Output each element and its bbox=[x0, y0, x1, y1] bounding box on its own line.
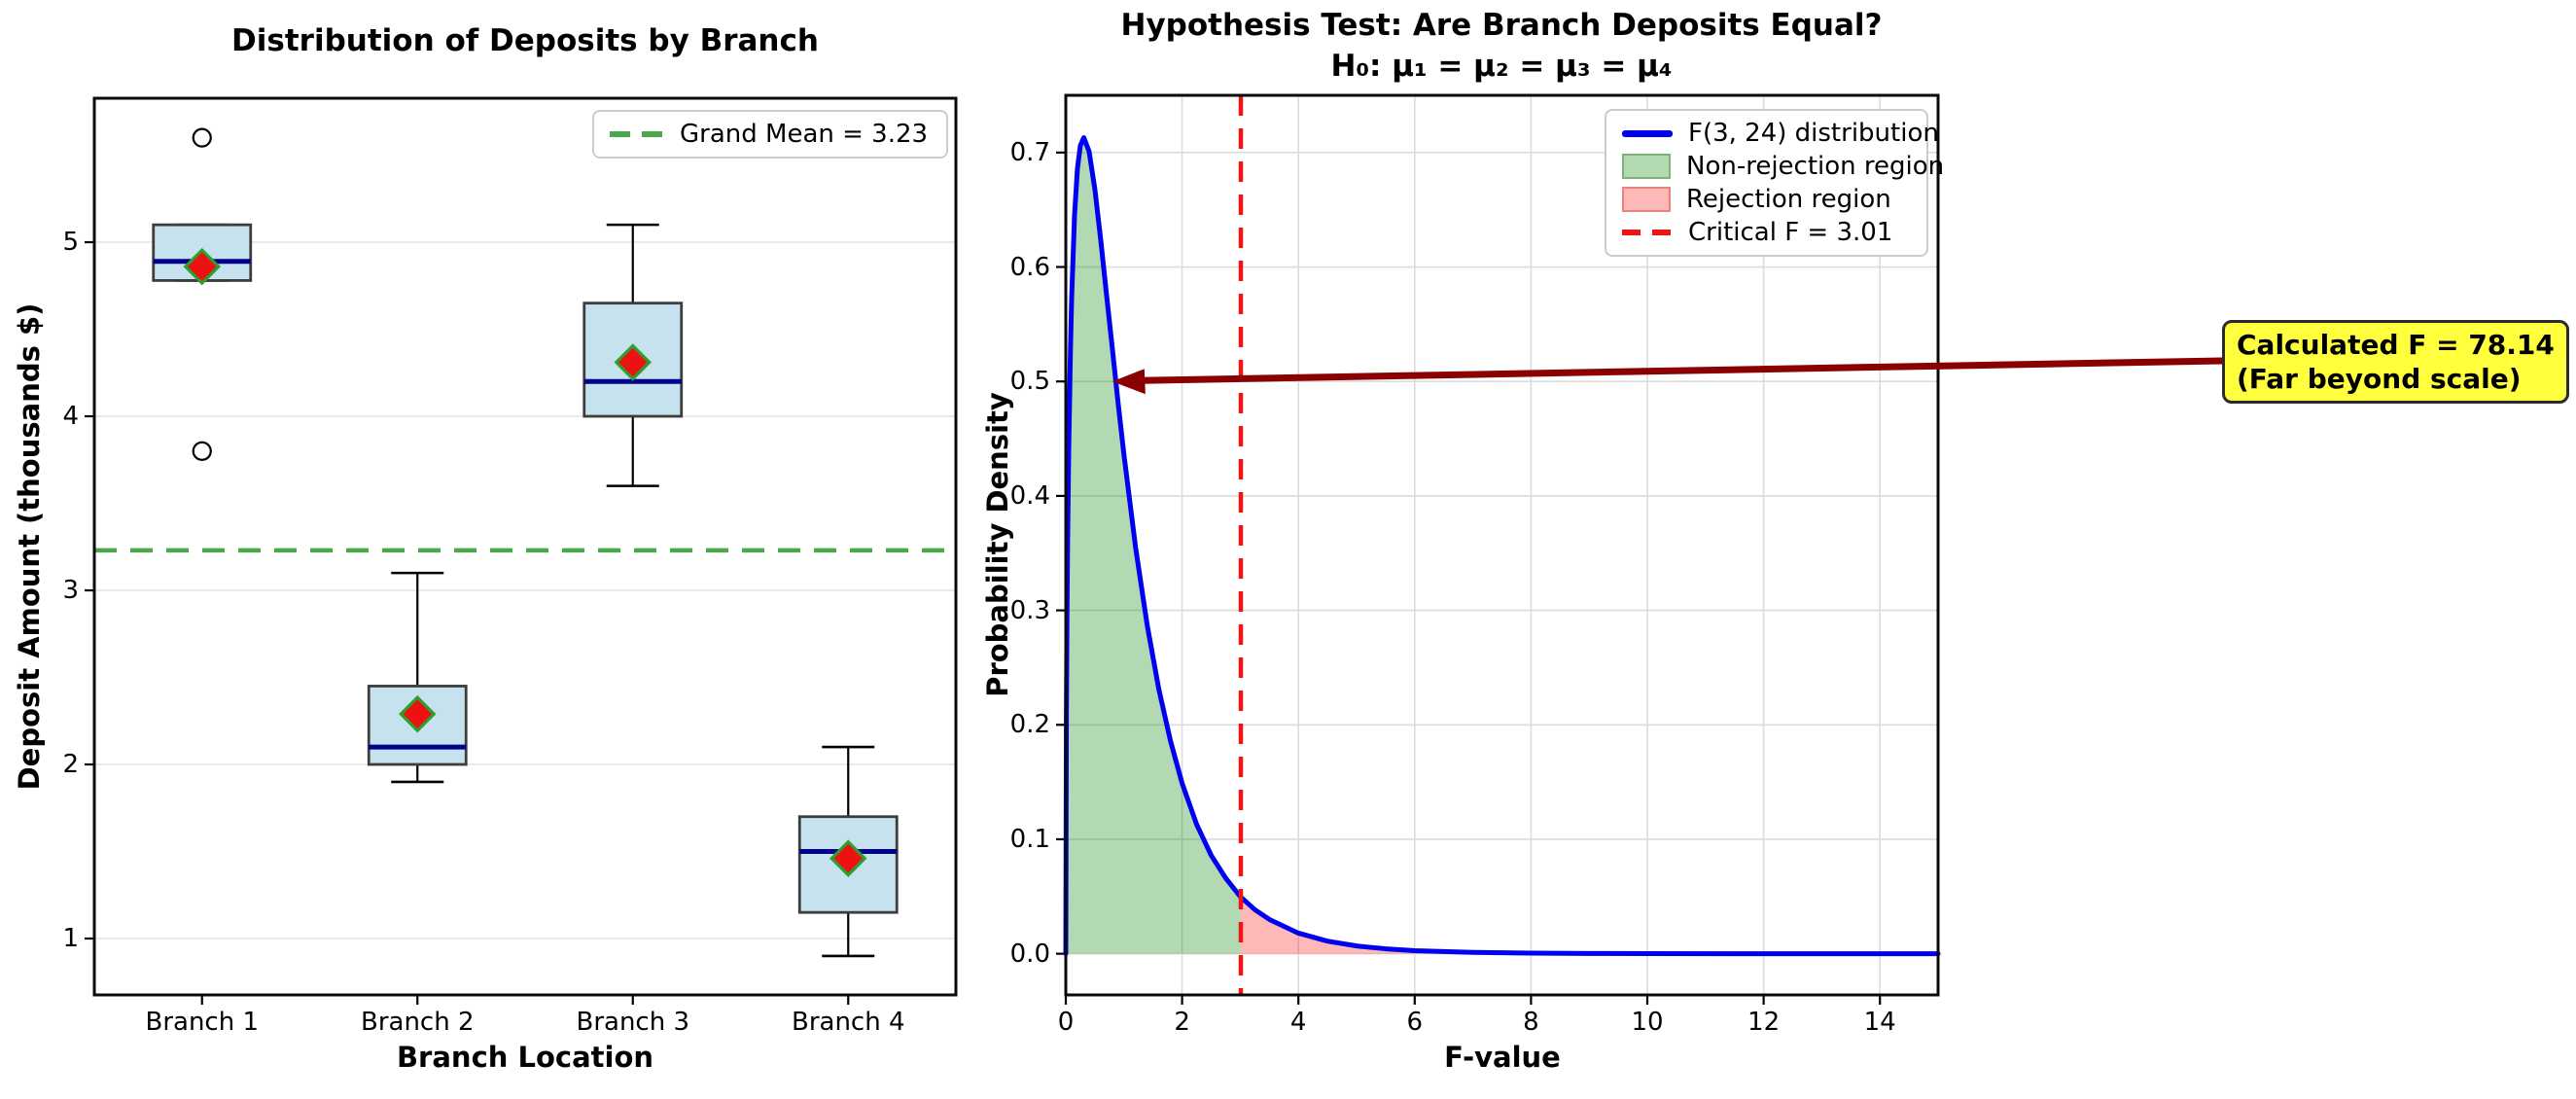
mean-diamond bbox=[398, 694, 437, 733]
right-plot-legend: F(3, 24) distribution Non-rejection regi… bbox=[1605, 109, 1944, 257]
legend-row-critical-f: Critical F = 3.01 bbox=[1622, 218, 1911, 247]
annotation-line2: (Far beyond scale) bbox=[2237, 363, 2522, 395]
right-x-tick-label: 2 bbox=[1174, 1008, 1190, 1037]
legend-label-non-rejection: Non-rejection region bbox=[1686, 152, 1945, 181]
right-axes-border bbox=[1064, 93, 1940, 997]
left-y-tick-label: 3 bbox=[62, 576, 79, 606]
left-y-tick-label: 5 bbox=[62, 228, 79, 258]
left-x-tick-label: Branch 1 bbox=[145, 1008, 260, 1037]
annotation-box: Calculated F = 78.14 (Far beyond scale) bbox=[2222, 320, 2569, 404]
legend-row-f-distribution: F(3, 24) distribution bbox=[1622, 119, 1939, 148]
left-y-tick-label: 2 bbox=[62, 750, 79, 779]
legend-label-grand-mean: Grand Mean = 3.23 bbox=[680, 120, 929, 149]
right-x-tick-label: 10 bbox=[1631, 1008, 1664, 1037]
rejection-region bbox=[1240, 897, 1938, 954]
left-x-tick-label: Branch 4 bbox=[791, 1008, 905, 1037]
annotation-line1: Calculated F = 78.14 bbox=[2237, 329, 2555, 361]
right-x-tick-label: 0 bbox=[1057, 1008, 1075, 1037]
legend-label-f-distribution: F(3, 24) distribution bbox=[1688, 119, 1939, 148]
right-y-tick-label: 0.2 bbox=[1009, 710, 1050, 740]
right-plot-subtitle: H₀: μ₁ = μ₂ = μ₃ = μ₄ bbox=[1330, 49, 1673, 84]
left-ylabel: Deposit Amount (thousands $) bbox=[13, 302, 46, 791]
right-x-tick-label: 14 bbox=[1863, 1008, 1896, 1037]
right-y-tick-label: 0.6 bbox=[1009, 252, 1050, 282]
mean-diamond bbox=[614, 343, 653, 381]
right-x-tick-label: 4 bbox=[1289, 1008, 1307, 1037]
annotation-arrow-head bbox=[1112, 369, 1146, 395]
legend-row-rejection: Rejection region bbox=[1622, 185, 1911, 214]
left-x-tick-label: Branch 2 bbox=[360, 1008, 475, 1037]
left-plot-legend: Grand Mean = 3.23 bbox=[592, 110, 948, 159]
left-x-tick-label: Branch 3 bbox=[576, 1008, 690, 1037]
left-xlabel: Branch Location bbox=[396, 1041, 654, 1074]
legend-label-critical-f: Critical F = 3.01 bbox=[1688, 218, 1893, 247]
legend-label-rejection: Rejection region bbox=[1686, 185, 1891, 214]
right-y-tick-label: 0.4 bbox=[1009, 480, 1050, 511]
right-x-tick-label: 8 bbox=[1523, 1008, 1539, 1037]
legend-row-grand-mean: Grand Mean = 3.23 bbox=[610, 120, 931, 149]
right-y-tick-label: 0.1 bbox=[1009, 824, 1050, 854]
right-ylabel: Probability Density bbox=[981, 392, 1014, 697]
critical-f-dashed-line-icon bbox=[1622, 230, 1673, 235]
mean-diamond bbox=[183, 247, 222, 286]
right-y-tick-label: 0.0 bbox=[1009, 939, 1050, 969]
right-y-tick-label: 0.3 bbox=[1009, 595, 1050, 625]
non-rejection-patch-icon bbox=[1622, 154, 1671, 179]
f-distribution-curve bbox=[1063, 135, 1941, 957]
legend-row-non-rejection: Non-rejection region bbox=[1622, 152, 1944, 181]
right-y-tick-label: 0.7 bbox=[1009, 137, 1050, 167]
non-rejection-region bbox=[1066, 137, 1241, 954]
right-x-tick-label: 6 bbox=[1406, 1008, 1424, 1037]
left-y-tick-label: 1 bbox=[62, 924, 79, 953]
left-axes-border bbox=[92, 96, 958, 997]
f-distribution-line-icon bbox=[1622, 129, 1673, 137]
rejection-patch-icon bbox=[1622, 187, 1671, 212]
annotation-arrow-shaft bbox=[1141, 357, 2223, 384]
left-plot-title: Distribution of Deposits by Branch bbox=[231, 23, 819, 58]
mean-diamond bbox=[829, 839, 867, 877]
right-plot-title: Hypothesis Test: Are Branch Deposits Equ… bbox=[1120, 8, 1883, 43]
right-y-tick-label: 0.5 bbox=[1009, 367, 1050, 397]
outlier-point bbox=[192, 127, 212, 148]
right-xlabel: F-value bbox=[1444, 1041, 1561, 1074]
right-x-tick-label: 12 bbox=[1747, 1008, 1781, 1037]
grand-mean-dashed-line-icon bbox=[610, 131, 664, 137]
outlier-point bbox=[192, 441, 212, 461]
left-y-tick-label: 4 bbox=[62, 402, 79, 432]
